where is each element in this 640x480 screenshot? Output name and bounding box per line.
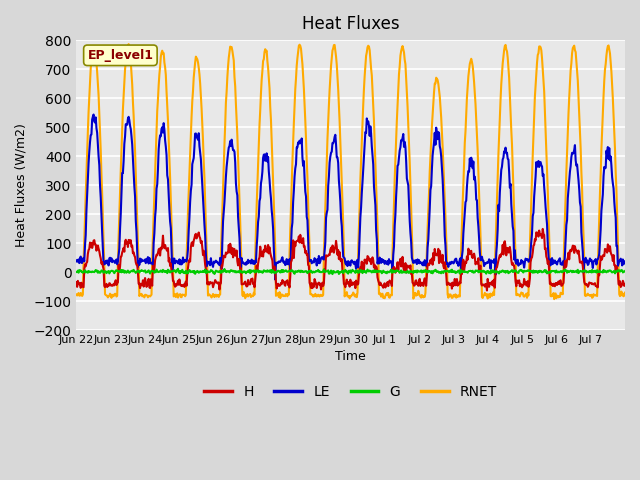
G [328, 271, 336, 277]
H [285, 285, 293, 290]
G [287, 269, 294, 275]
G [266, 268, 273, 274]
RNET [125, 41, 132, 47]
LE [440, 193, 447, 199]
LE [271, 276, 279, 282]
Text: EP_level1: EP_level1 [88, 49, 154, 62]
RNET [408, 228, 416, 234]
Legend: H, LE, G, RNET: H, LE, G, RNET [198, 379, 503, 404]
H [483, 288, 491, 293]
Title: Heat Fluxes: Heat Fluxes [302, 15, 399, 33]
LE [239, 260, 246, 265]
RNET [239, 292, 246, 298]
G [239, 270, 246, 276]
RNET [287, 226, 294, 231]
H [72, 279, 80, 285]
RNET [439, 144, 447, 149]
H [539, 226, 547, 232]
RNET [266, 85, 273, 91]
X-axis label: Time: Time [335, 350, 366, 363]
G [72, 269, 80, 275]
LE [621, 258, 629, 264]
Line: RNET: RNET [76, 44, 625, 299]
LE [409, 257, 417, 263]
RNET [138, 291, 145, 297]
RNET [550, 296, 558, 302]
Y-axis label: Heat Fluxes (W/m2): Heat Fluxes (W/m2) [15, 123, 28, 247]
H [438, 260, 445, 266]
H [137, 281, 145, 287]
G [174, 266, 182, 272]
H [265, 251, 273, 256]
Line: H: H [76, 229, 625, 290]
Line: LE: LE [76, 115, 625, 279]
RNET [72, 292, 80, 298]
H [238, 281, 246, 287]
LE [266, 177, 273, 183]
Line: G: G [76, 269, 625, 274]
G [137, 268, 145, 274]
LE [138, 256, 145, 262]
LE [287, 244, 295, 250]
LE [72, 258, 80, 264]
H [621, 281, 629, 287]
G [621, 268, 629, 274]
G [440, 270, 447, 276]
RNET [621, 290, 629, 296]
G [409, 269, 417, 275]
LE [90, 112, 97, 118]
H [407, 271, 415, 277]
